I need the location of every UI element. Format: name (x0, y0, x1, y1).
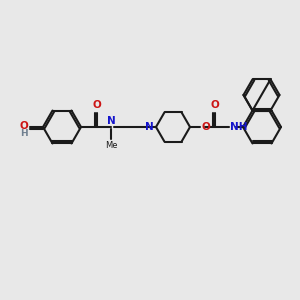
Text: Me: Me (105, 141, 117, 150)
Text: O: O (19, 121, 28, 131)
Text: H: H (20, 130, 28, 139)
Text: O: O (201, 122, 210, 132)
Text: NH: NH (230, 122, 247, 132)
Text: N: N (106, 116, 116, 126)
Text: O: O (93, 100, 101, 110)
Text: N: N (145, 122, 154, 132)
Text: O: O (211, 100, 219, 110)
